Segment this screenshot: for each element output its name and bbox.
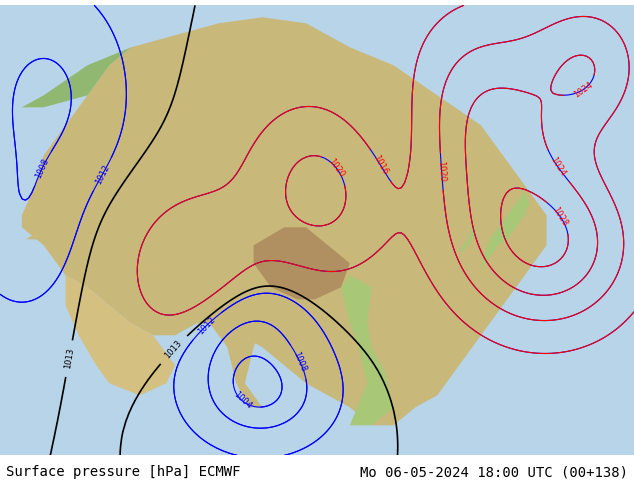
Text: 1028: 1028: [551, 205, 570, 228]
Text: 1020: 1020: [436, 161, 447, 182]
Text: 1012: 1012: [94, 163, 111, 186]
Polygon shape: [26, 215, 113, 239]
Text: 1004: 1004: [231, 391, 253, 411]
Text: 1016: 1016: [372, 154, 390, 177]
Polygon shape: [65, 275, 175, 395]
Polygon shape: [254, 227, 350, 299]
Text: 1008: 1008: [34, 157, 51, 180]
Text: 1020: 1020: [327, 157, 346, 179]
Polygon shape: [22, 17, 547, 425]
Polygon shape: [481, 191, 529, 270]
Text: Surface pressure [hPa] ECMWF: Surface pressure [hPa] ECMWF: [6, 465, 241, 479]
Polygon shape: [22, 48, 131, 107]
Text: 1013: 1013: [163, 339, 184, 361]
Text: 1024: 1024: [572, 80, 594, 99]
Text: 1012: 1012: [196, 315, 217, 336]
Polygon shape: [459, 227, 477, 251]
Text: Mo 06-05-2024 18:00 UTC (00+138): Mo 06-05-2024 18:00 UTC (00+138): [359, 465, 628, 479]
Text: 1024: 1024: [548, 155, 567, 177]
Text: 1013: 1013: [63, 347, 75, 370]
Text: 1008: 1008: [292, 350, 308, 373]
Polygon shape: [341, 275, 394, 425]
Polygon shape: [197, 245, 262, 407]
